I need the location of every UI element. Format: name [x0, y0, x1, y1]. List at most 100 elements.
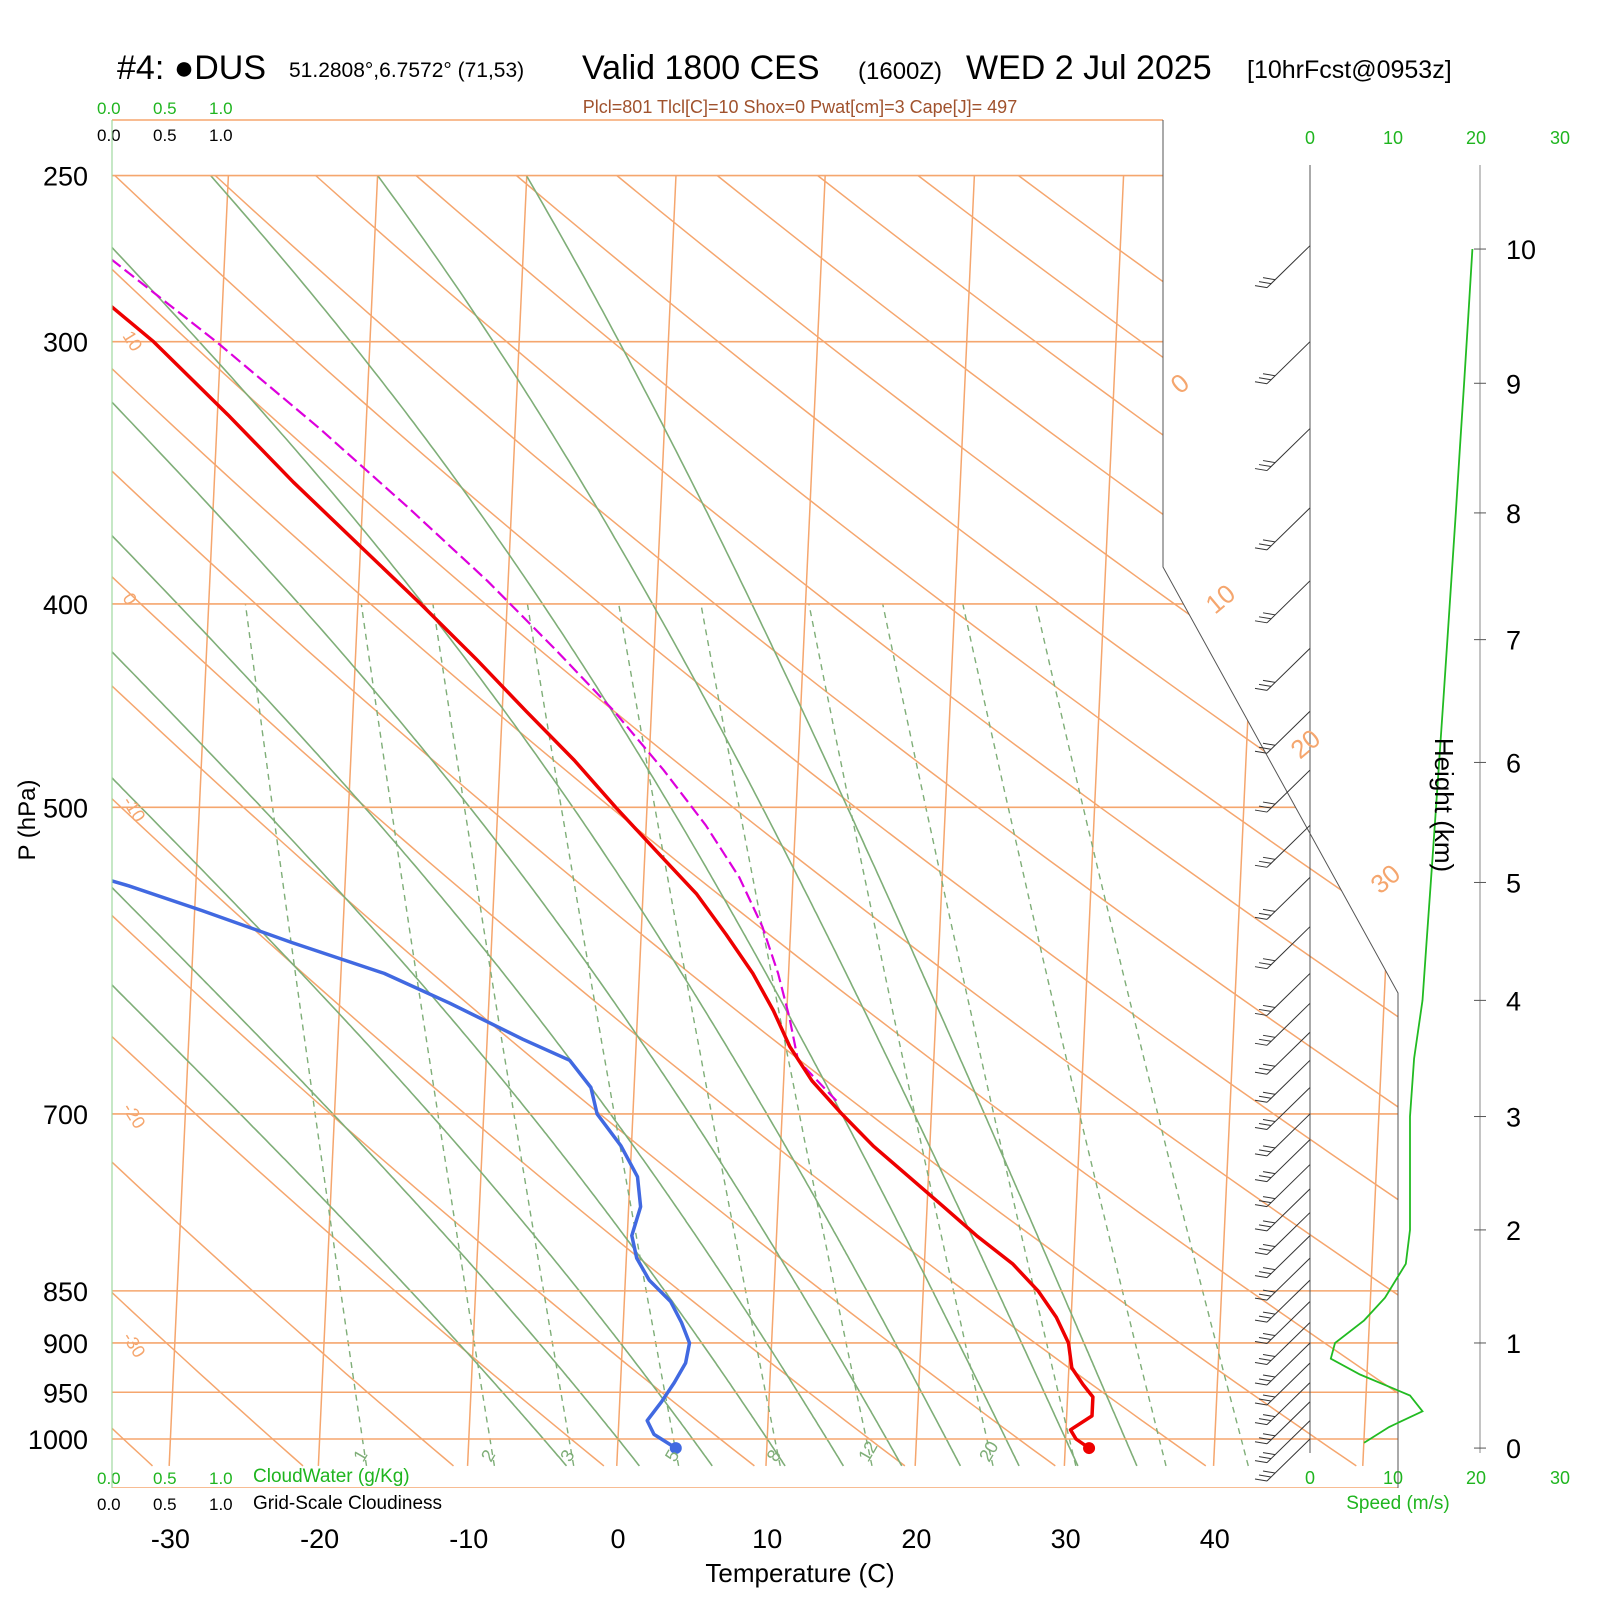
- cloudwater-tick: 1.0: [209, 99, 233, 118]
- cloudiness-axis-label: Grid-Scale Cloudiness: [253, 1493, 442, 1514]
- wind-barb: [1254, 648, 1311, 691]
- x-axis-title: Temperature (C): [705, 1558, 894, 1588]
- dry-adiabat-line: [114, 174, 1398, 1467]
- isotherm-line: [1063, 175, 1125, 1466]
- moist-adiabat-line: [525, 175, 1138, 1467]
- speed-scale-bottom: 0 10 20 30: [1305, 1468, 1570, 1488]
- skewed-isotherm-label: 20: [1285, 723, 1326, 765]
- height-tick-label: 2: [1506, 1216, 1521, 1246]
- mixing-ratio-line: [360, 603, 496, 1467]
- temperature-tick-label: 30: [1051, 1524, 1081, 1554]
- mixing-ratio-label: 20: [975, 1438, 1002, 1465]
- height-axis-title: Height (km): [1429, 738, 1459, 872]
- height-tick-label: 6: [1506, 748, 1521, 778]
- pressure-tick-label: 700: [43, 1100, 88, 1130]
- bottom-cloud-scales: 0.0 0.5 1.0 CloudWater (g/Kg) 0.0 0.5 1.…: [97, 1466, 442, 1514]
- height-tick-label: 5: [1506, 868, 1521, 898]
- temperature-tick-label: -10: [449, 1524, 488, 1554]
- isotherm-line: [1362, 175, 1398, 1466]
- temperature-tick-label: 0: [610, 1524, 625, 1554]
- wind-barb: [1254, 1212, 1311, 1256]
- wind-speed-line: [1329, 248, 1474, 1444]
- mixing-ratio-line: [244, 603, 368, 1467]
- mixing-ratio-label: 2: [477, 1446, 499, 1465]
- dry-adiabat-line: [112, 175, 605, 1467]
- wind-barb: [1254, 1113, 1311, 1157]
- wind-barb: [1254, 245, 1311, 289]
- isotherm-label: -10: [119, 793, 150, 826]
- wind-barb: [1254, 824, 1311, 868]
- parcel-line: [112, 244, 838, 1102]
- cloudwater-tick: 0.5: [153, 1469, 177, 1488]
- dry-adiabat-line: [515, 174, 1398, 1467]
- moist-adiabat-line: [112, 174, 641, 1467]
- skewed-isotherm-label: 10: [1200, 578, 1241, 620]
- pressure-tick-label: 250: [43, 162, 88, 192]
- mixing-ratio-line: [618, 603, 781, 1467]
- speed-tick: 20: [1466, 1468, 1486, 1488]
- wind-barb: [1254, 1322, 1311, 1365]
- wind-barb: [1254, 1087, 1311, 1131]
- title: #4: ●DUS 51.2808°,6.7572° (71,53) Valid …: [117, 49, 1452, 87]
- temperature-tick-label: 10: [752, 1524, 782, 1554]
- wind-barb: [1254, 1002, 1311, 1046]
- wind-barb: [1254, 1342, 1311, 1386]
- wind-barb: [1254, 1401, 1311, 1445]
- surface-dewpoint-marker: [669, 1442, 682, 1455]
- dry-adiabat-line: [214, 174, 1398, 1467]
- wind-barb: [1254, 1031, 1311, 1075]
- moist-adiabat-line: [112, 174, 713, 1467]
- speed-tick: 0: [1305, 128, 1315, 148]
- cloudiness-tick: 1.0: [209, 1495, 233, 1514]
- skewed-isotherm-label: 30: [1365, 858, 1406, 900]
- isotherm-label: 0: [119, 589, 141, 608]
- date-label: WED 2 Jul 2025: [966, 49, 1212, 87]
- isotherm-line: [765, 175, 826, 1466]
- dewpoint-line: [112, 244, 692, 1450]
- wind-barb: [1254, 710, 1311, 754]
- mixing-ratio-label: 12: [854, 1438, 881, 1465]
- mixing-ratio-line: [526, 603, 680, 1467]
- wind-barb: [1254, 1438, 1311, 1482]
- plot-right-border: [1162, 120, 1399, 1488]
- speed-tick: 0: [1305, 1468, 1315, 1488]
- temperature-tick-label: 20: [901, 1524, 931, 1554]
- moist-adiabat-line: [112, 174, 845, 1467]
- temperature-tick-label: -20: [300, 1524, 339, 1554]
- temperature-line: [112, 244, 1095, 1450]
- dry-adiabat-line: [112, 174, 1056, 1467]
- dry-adiabat-line: [315, 174, 1398, 1467]
- pressure-tick-label: 400: [43, 590, 88, 620]
- wind-barb: [1254, 1235, 1311, 1279]
- wind-barb: [1254, 926, 1311, 970]
- utc-label: (1600Z): [858, 58, 942, 85]
- height-tick-label: 0: [1506, 1434, 1521, 1464]
- isotherm-label: -20: [119, 1099, 150, 1132]
- wind-barb: [1254, 580, 1311, 624]
- valid-label: Valid 1800 CES: [582, 49, 820, 87]
- speed-axis-label: Speed (m/s): [1346, 1493, 1449, 1514]
- temperature-tick-label: -30: [151, 1524, 190, 1554]
- wind-barb: [1254, 428, 1311, 472]
- top-cloud-scales: 0.0 0.5 1.0 0.0 0.5 1.0: [97, 99, 233, 145]
- wind-barb: [1254, 1188, 1311, 1232]
- isotherm-line: [317, 175, 379, 1466]
- dry-adiabat-line: [112, 174, 1398, 1467]
- cloudwater-tick: 1.0: [209, 1469, 233, 1488]
- mixing-ratio-line: [962, 603, 1167, 1467]
- wind-barb: [1254, 973, 1311, 1016]
- station-label: #4: ●DUS: [117, 49, 266, 87]
- height-tick-label: 1: [1506, 1329, 1521, 1359]
- pressure-tick-label: 1000: [28, 1425, 88, 1455]
- wind-barb: [1254, 1362, 1311, 1406]
- mixing-ratio-label: 1: [349, 1446, 371, 1465]
- mixing-ratio-line: [432, 603, 575, 1467]
- height-tick-label: 4: [1506, 986, 1521, 1016]
- wind-barb: [1254, 1420, 1311, 1464]
- moist-adiabat-line: [209, 174, 1020, 1467]
- pressure-tick-label: 300: [43, 328, 88, 358]
- height-tick-label: 7: [1506, 626, 1521, 656]
- cloudiness-tick: 0.0: [97, 126, 121, 145]
- indices-label: Plcl=801 Tlcl[C]=10 Shox=0 Pwat[cm]=3 Ca…: [583, 97, 1017, 117]
